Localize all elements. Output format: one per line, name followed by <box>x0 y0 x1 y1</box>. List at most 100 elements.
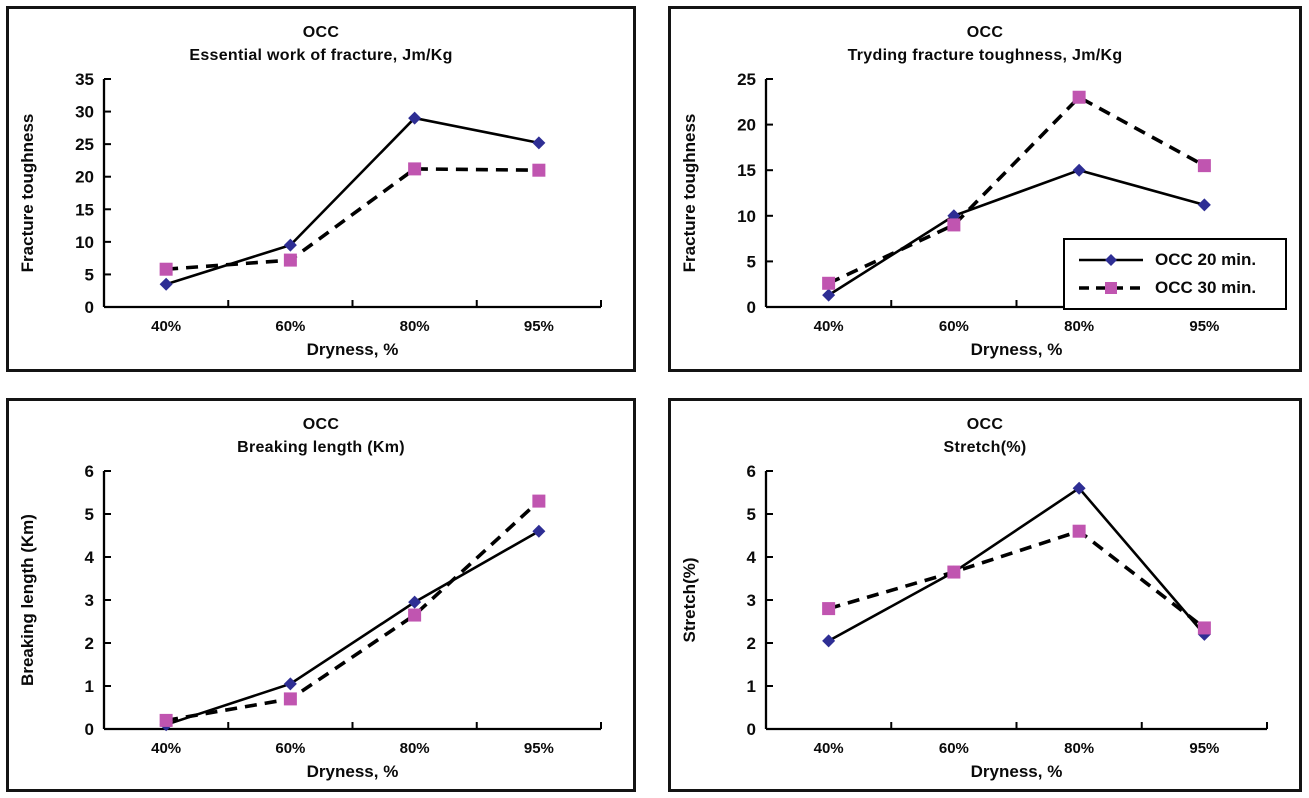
y-tick-label: 2 <box>85 634 94 653</box>
marker-occ20-diamond <box>822 288 836 302</box>
marker-occ30-square <box>159 262 173 276</box>
marker-occ20-diamond <box>1197 198 1211 212</box>
marker-occ20-diamond <box>408 595 422 609</box>
chart-title: OCC <box>302 416 340 433</box>
legend-sample-occ20 <box>1079 254 1143 266</box>
chart-title-block: OCC Tryding fracture toughness, Jm/Kg <box>671 9 1299 67</box>
series-line-occ20 <box>827 486 1206 642</box>
marker-occ20-diamond <box>283 677 297 691</box>
x-tick-label: 40% <box>814 740 844 757</box>
chart-panel-tryding-toughness: OCC Tryding fracture toughness, Jm/Kg 0 5… <box>668 6 1302 372</box>
x-tick-label: 95% <box>524 318 554 335</box>
y-axis-title: Breaking length (Km) <box>18 514 37 686</box>
marker-occ30-square <box>283 253 297 267</box>
chart-title: OCC <box>966 416 1004 433</box>
y-tick-label: 1 <box>747 677 756 696</box>
y-tick-label: 35 <box>75 70 94 89</box>
series-line-occ20 <box>165 116 540 286</box>
x-tick-label: 80% <box>400 318 430 335</box>
y-tick-label: 0 <box>747 720 756 739</box>
marker-occ20-diamond <box>822 634 836 648</box>
legend-marker-square <box>1105 282 1117 294</box>
y-tick-label: 20 <box>737 116 756 135</box>
y-tick-label: 0 <box>85 298 94 317</box>
chart-subtitle: Breaking length (Km) <box>237 439 405 456</box>
y-axis-title: Stretch(%) <box>680 557 699 642</box>
marker-occ30-square <box>159 713 173 727</box>
y-tick-label: 5 <box>85 265 94 284</box>
marker-occ30-square <box>822 276 836 290</box>
x-tick-label: 60% <box>939 318 969 335</box>
x-tick-label: 80% <box>400 740 430 757</box>
chart-subtitle: Essential work of fracture, Jm/Kg <box>189 47 453 64</box>
series-line-occ30 <box>165 167 539 272</box>
y-tick-label: 30 <box>75 103 94 122</box>
y-tick-label: 4 <box>85 548 95 567</box>
marker-occ30-square <box>822 602 836 616</box>
marker-occ30-square <box>532 494 546 508</box>
x-tick-label: 80% <box>1064 318 1094 335</box>
legend-item-occ30: OCC 30 min. <box>1077 278 1279 298</box>
y-axis-title: Fracture toughness <box>680 114 699 273</box>
y-tick-label: 4 <box>747 548 757 567</box>
marker-occ30-square <box>1072 90 1086 104</box>
marker-occ30-square <box>283 692 297 706</box>
series-line-occ30 <box>828 529 1206 630</box>
y-tick-label: 10 <box>75 233 94 252</box>
y-tick-label: 20 <box>75 168 94 187</box>
chart-title-block: OCC Breaking length (Km) <box>9 401 633 459</box>
x-axis-title: Dryness, % <box>971 340 1063 359</box>
x-tick-label: 80% <box>1064 740 1094 757</box>
marker-occ30-square <box>947 565 961 579</box>
marker-occ30-square <box>1197 159 1211 173</box>
y-tick-label: 10 <box>737 207 756 226</box>
chart-subtitle: Stretch(%) <box>943 439 1027 456</box>
series-line-occ30 <box>165 499 541 723</box>
marker-occ20-diamond <box>532 524 546 538</box>
marker-occ30-square <box>947 218 961 232</box>
legend: OCC 20 min. OCC 30 min. <box>1063 238 1287 310</box>
legend-item-occ20: OCC 20 min. <box>1077 250 1279 270</box>
line-chart-essential-work: 0 5 10 15 20 25 30 35 40% 60% 80% 95% Dryness, % Frac… <box>18 70 602 359</box>
y-tick-label: 1 <box>85 677 94 696</box>
y-axis-title: Fracture toughness <box>18 114 37 273</box>
legend-marker-diamond <box>1105 254 1117 266</box>
y-tick-label: 0 <box>85 720 94 739</box>
x-tick-label: 95% <box>1189 318 1219 335</box>
marker-occ20-diamond <box>532 136 546 150</box>
x-tick-label: 40% <box>151 740 181 757</box>
marker-occ30-square <box>408 608 422 622</box>
chart-title-block: OCC Essential work of fracture, Jm/Kg <box>9 9 633 67</box>
x-tick-label: 40% <box>151 318 181 335</box>
y-tick-label: 0 <box>747 298 756 317</box>
y-tick-label: 5 <box>85 505 94 524</box>
x-tick-label: 60% <box>275 318 305 335</box>
marker-occ20-diamond <box>408 111 422 125</box>
marker-occ30-square <box>1197 621 1211 635</box>
line-chart-stretch: 0 1 2 3 4 5 6 40% 60% 80% 95% Dryness, % Stretch(%) <box>680 462 1268 781</box>
chart-title-block: OCC Stretch(%) <box>671 401 1299 459</box>
marker-occ30-square <box>532 163 546 177</box>
marker-occ20-diamond <box>1072 481 1086 495</box>
chart-panel-stretch: OCC Stretch(%) 0 1 2 3 4 5 6 40% 60% 80% 95% Drynes… <box>668 398 1302 792</box>
y-tick-label: 15 <box>737 161 756 180</box>
y-tick-label: 6 <box>85 462 94 481</box>
legend-label-occ30: OCC 30 min. <box>1155 278 1257 297</box>
chart-title: OCC <box>302 24 340 41</box>
y-tick-label: 2 <box>747 634 756 653</box>
x-axis-title: Dryness, % <box>307 762 399 781</box>
marker-occ20-diamond <box>159 277 173 291</box>
chart-title: OCC <box>966 24 1004 41</box>
marker-occ30-square <box>408 162 422 176</box>
chart-panel-essential-work: OCC Essential work of fracture, Jm/Kg 0 5… <box>6 6 636 372</box>
x-tick-label: 95% <box>524 740 554 757</box>
y-tick-label: 6 <box>747 462 756 481</box>
chart-panel-breaking-length: OCC Breaking length (Km) 0 1 2 3 4 5 6 40% 60% 80… <box>6 398 636 792</box>
line-chart-tryding-toughness: 0 5 10 15 20 25 40% 60% 80% 95% Dryness, % Fracture… <box>680 70 1268 359</box>
y-tick-label: 3 <box>85 591 94 610</box>
line-chart-breaking-length: 0 1 2 3 4 5 6 40% 60% 80% 95% Dryness, % Breaking le… <box>18 462 602 781</box>
x-axis-title: Dryness, % <box>971 762 1063 781</box>
y-tick-label: 3 <box>747 591 756 610</box>
series-line-occ30 <box>827 95 1206 285</box>
y-tick-label: 5 <box>747 505 756 524</box>
